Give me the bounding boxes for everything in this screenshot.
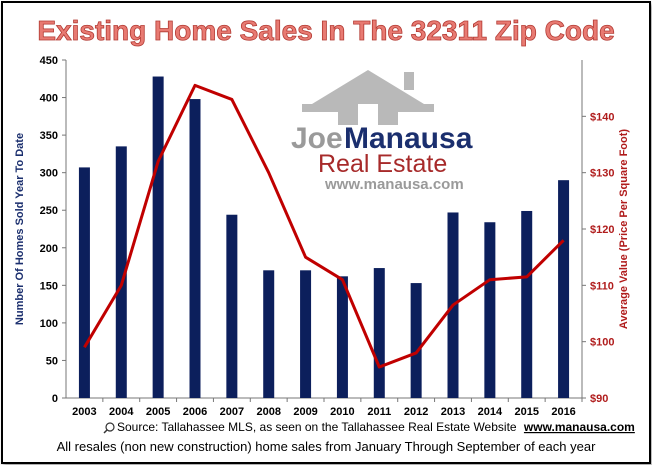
source-prefix: Source: Tallahassee MLS, as seen on the … (117, 420, 517, 434)
y-right-tick-label: $100 (590, 337, 614, 349)
x-tick-label: 2012 (404, 406, 428, 418)
y-left-tick-label: 200 (40, 243, 58, 255)
bar-2009 (300, 270, 312, 398)
bar-2008 (263, 270, 275, 398)
y-right-tick-label: $90 (590, 393, 608, 405)
y-left-tick-label: 250 (40, 205, 58, 217)
source-link[interactable]: www.manausa.com (523, 420, 635, 434)
source-note: Source: Tallahassee MLS, as seen on the … (117, 420, 635, 434)
x-tick-label: 2011 (367, 406, 391, 418)
logo-url: www.manausa.com (324, 176, 464, 193)
bar-2016 (558, 180, 570, 398)
logo-chimney (404, 72, 414, 90)
x-tick-label: 2010 (330, 406, 354, 418)
company-logo: Joe Manausa Real Estate www.manausa.com (291, 70, 473, 193)
y-left-tick-label: 100 (40, 318, 58, 330)
y-right-tick-label: $130 (590, 168, 614, 180)
bar-2012 (410, 283, 422, 398)
x-tick-label: 2016 (551, 406, 575, 418)
bar-2007 (226, 214, 238, 398)
x-tick-label: 2005 (146, 406, 170, 418)
x-tick-label: 2013 (441, 406, 465, 418)
x-tick-label: 2004 (109, 406, 134, 418)
y-left-tick-label: 50 (46, 355, 58, 367)
bar-2004 (115, 146, 127, 398)
price-line-series (83, 83, 565, 369)
x-tick-label: 2003 (72, 406, 96, 418)
y-axis-right-ticks: $90 $100 $110 $120 $130 $140 (582, 111, 614, 405)
logo-house-icon (302, 70, 434, 125)
bar-2003 (78, 167, 90, 398)
bar-2010 (336, 276, 348, 398)
y-left-tick-label: 0 (52, 393, 58, 405)
y-right-tick-label: $120 (590, 224, 614, 236)
x-tick-label: 2007 (220, 406, 244, 418)
y-left-tick-label: 400 (40, 93, 58, 105)
logo-text-real-estate: Real Estate (318, 150, 447, 178)
x-axis-ticks: 2003 2004 2005 2006 2007 2008 2009 2010 2011 2012… (72, 398, 583, 418)
y-left-tick-label: 350 (40, 130, 58, 142)
chart-title: Existing Home Sales In The 32311 Zip Cod… (37, 15, 614, 46)
logo-door (358, 104, 378, 125)
x-tick-label: 2008 (256, 406, 280, 418)
bar-2015 (521, 210, 533, 398)
y-right-tick-label: $140 (590, 111, 614, 123)
bar-2011 (373, 268, 385, 398)
y-left-tick-label: 300 (40, 168, 58, 180)
x-tick-label: 2014 (478, 406, 503, 418)
source-icon (103, 422, 115, 434)
x-tick-label: 2006 (183, 406, 207, 418)
x-tick-label: 2015 (514, 406, 538, 418)
logo-text-joe: Joe (291, 122, 343, 155)
bar-2014 (484, 222, 496, 398)
y-right-tick-label: $110 (590, 280, 614, 292)
y-axis-right-label: Average Value (Price Per Square Foot) (618, 129, 630, 329)
logo-text-manausa: Manausa (344, 122, 473, 155)
y-left-tick-label: 150 (40, 280, 58, 292)
bar-2006 (189, 99, 201, 399)
footer-note: All resales (non new construction) home … (57, 439, 596, 454)
x-tick-label: 2009 (293, 406, 317, 418)
bar-2005 (152, 76, 164, 398)
y-axis-left-ticks: 0 50 100 150 200 250 300 350 400 450 (40, 55, 66, 405)
y-left-tick-label: 450 (40, 55, 58, 67)
y-axis-left-label: Number Of Homes Sold Year To Date (14, 133, 26, 325)
